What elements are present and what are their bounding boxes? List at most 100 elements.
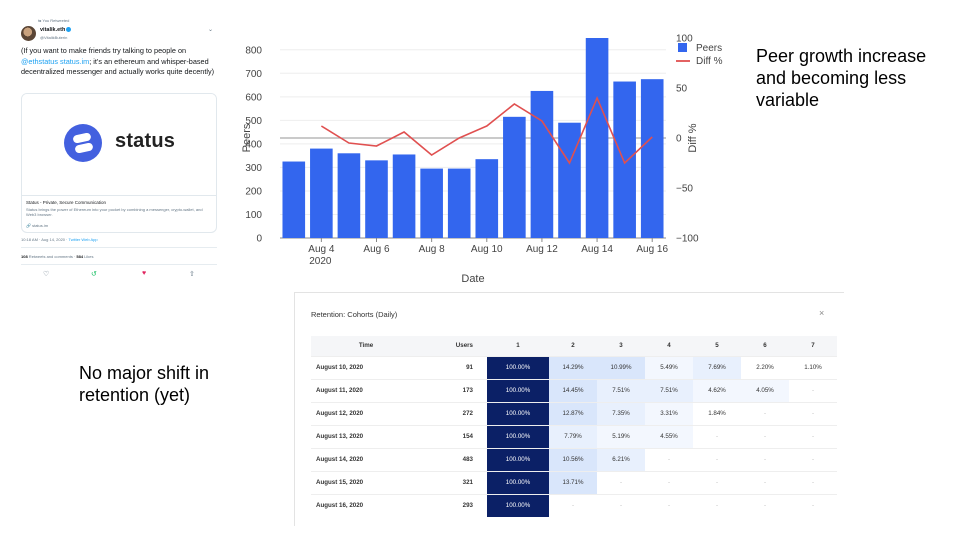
close-icon[interactable]: × bbox=[819, 308, 825, 318]
column-header[interactable]: 2 bbox=[549, 336, 597, 356]
retention-cell: 7.51% bbox=[645, 378, 693, 402]
y-tick-label: 600 bbox=[245, 92, 262, 103]
retention-cell: 4.55% bbox=[645, 424, 693, 448]
annotation-retention: No major shift in retention (yet) bbox=[79, 363, 210, 405]
column-header[interactable]: 6 bbox=[741, 336, 789, 356]
cohort-users: 293 bbox=[421, 493, 487, 517]
table-row: August 11, 2020 173 100.00% 14.45% 7.51% 7.51… bbox=[311, 378, 837, 402]
retention-cell: 100.00% bbox=[487, 401, 549, 425]
like-icon[interactable]: ♥ bbox=[142, 270, 147, 277]
table-header-row: Time Users 1 2 3 4 5 6 7 bbox=[311, 336, 837, 356]
retention-cell: - bbox=[741, 493, 789, 517]
retention-cell: - bbox=[549, 493, 597, 517]
retweet-notice-label: You Retweeted bbox=[42, 18, 70, 23]
display-name[interactable]: vitalik.eth bbox=[40, 27, 72, 33]
y2-tick-label: 50 bbox=[676, 84, 688, 95]
y2-axis-title: Diff % bbox=[687, 123, 699, 152]
column-header[interactable]: Time bbox=[311, 336, 421, 356]
cohort-date: August 16, 2020 bbox=[311, 493, 421, 517]
retention-cell: 3.31% bbox=[645, 401, 693, 425]
retention-cell: - bbox=[645, 447, 693, 471]
display-name-label: vitalik.eth bbox=[40, 27, 66, 33]
retention-cell: 12.87% bbox=[549, 401, 597, 425]
cohort-date: August 10, 2020 bbox=[311, 355, 421, 379]
line-series bbox=[320, 95, 653, 165]
tweet-link[interactable]: @ethstatus status.im bbox=[21, 56, 90, 66]
retention-cell: - bbox=[789, 424, 837, 448]
retention-cell: 6.21% bbox=[597, 447, 645, 471]
legend-label-peers: Peers bbox=[696, 43, 722, 54]
y-tick-label: 500 bbox=[245, 116, 262, 127]
column-header[interactable]: 3 bbox=[597, 336, 645, 356]
tweet-text: (If you want to make friends try talking… bbox=[21, 46, 217, 78]
card-title: Status - Private, Secure Communication bbox=[26, 200, 107, 205]
user-handle[interactable]: @VitalikButerin bbox=[40, 35, 68, 40]
column-header[interactable]: 4 bbox=[645, 336, 693, 356]
retweet-notice: ⇆ You Retweeted bbox=[38, 18, 70, 23]
cohort-date: August 11, 2020 bbox=[311, 378, 421, 402]
x-tick-label: Aug 10 bbox=[471, 244, 503, 255]
retention-cell: - bbox=[741, 470, 789, 494]
y2-tick-label: 100 bbox=[676, 34, 693, 45]
tweet-source-link[interactable]: Twitter Web App bbox=[68, 237, 98, 242]
tweet-actions: ♡ ↺ ♥ ⇧ bbox=[21, 270, 217, 280]
divider bbox=[21, 247, 217, 248]
bar bbox=[392, 154, 416, 238]
y-tick-label: 100 bbox=[245, 210, 262, 221]
y2-tick-label: 0 bbox=[676, 134, 682, 145]
tweet-stats: 108 Retweets and comments · 584 Likes bbox=[21, 254, 94, 259]
retention-cell: 2.20% bbox=[741, 355, 789, 379]
bar bbox=[503, 116, 526, 238]
bar bbox=[447, 168, 471, 238]
y-tick-label: 700 bbox=[245, 69, 262, 80]
tweet-text-part: (If you want to make friends try talking… bbox=[21, 46, 187, 55]
retweets-count[interactable]: 108 bbox=[21, 254, 28, 259]
retweet-icon[interactable]: ↺ bbox=[91, 271, 97, 278]
column-header[interactable]: 7 bbox=[789, 336, 837, 356]
table-row: August 13, 2020 154 100.00% 7.79% 5.19% 4.55%… bbox=[311, 424, 837, 448]
status-logo-icon bbox=[64, 124, 102, 162]
chart-svg: 0 100 200 300 400 500 600 700 800 −100 −50 0 50 100 Au… bbox=[241, 34, 723, 284]
cohort-date: August 13, 2020 bbox=[311, 424, 421, 448]
column-header[interactable]: Users bbox=[421, 336, 487, 356]
column-header[interactable]: 1 bbox=[487, 336, 549, 356]
tweet-card[interactable]: ⇆ You Retweeted vitalik.eth @VitalikBute… bbox=[18, 16, 218, 286]
x-tick-year: 2020 bbox=[309, 256, 332, 267]
retention-cell: - bbox=[693, 447, 741, 471]
tweet-meta: 10:18 AM · Aug 14, 2020 · Twitter Web Ap… bbox=[21, 237, 98, 242]
retention-cell: 10.99% bbox=[597, 355, 645, 379]
table-row: August 12, 2020 272 100.00% 12.87% 7.35% 3.31… bbox=[311, 401, 837, 425]
retention-cell: - bbox=[693, 493, 741, 517]
y-tick-label: 200 bbox=[245, 186, 262, 197]
likes-count[interactable]: 584 bbox=[76, 254, 84, 259]
bar bbox=[475, 159, 499, 238]
retention-cell: 1.84% bbox=[693, 401, 741, 425]
x-tick-label: Aug 4 bbox=[308, 244, 335, 255]
table-row: August 14, 2020 483 100.00% 10.56% 6.21% - - - - bbox=[311, 447, 837, 471]
y-tick-label: 0 bbox=[256, 234, 262, 245]
avatar[interactable] bbox=[21, 26, 36, 41]
share-icon[interactable]: ⇧ bbox=[189, 271, 195, 278]
cohort-date: August 12, 2020 bbox=[311, 401, 421, 425]
retention-cell: 14.29% bbox=[549, 355, 597, 379]
retention-cell: 7.79% bbox=[549, 424, 597, 448]
legend-swatch-peers bbox=[678, 43, 687, 52]
link-preview-card[interactable]: status Status - Private, Secure Communic… bbox=[21, 93, 217, 233]
retention-cell: 1.10% bbox=[789, 355, 837, 379]
retention-cell: 100.00% bbox=[487, 424, 549, 448]
retention-cell: 13.71% bbox=[549, 470, 597, 494]
tweet-timestamp[interactable]: 10:18 AM · Aug 14, 2020 · bbox=[21, 237, 69, 242]
peers-chart: 0 100 200 300 400 500 600 700 800 −100 −50 0 50 100 Au… bbox=[236, 28, 746, 284]
cohort-users: 91 bbox=[421, 355, 487, 379]
retention-cell: 5.49% bbox=[645, 355, 693, 379]
column-header[interactable]: 5 bbox=[693, 336, 741, 356]
retention-cell: - bbox=[693, 470, 741, 494]
chevron-down-icon[interactable]: ⌄ bbox=[208, 27, 214, 33]
retention-cell: 100.00% bbox=[487, 493, 549, 517]
retention-cell: - bbox=[789, 401, 837, 425]
panel-title: Retention: Cohorts (Daily) bbox=[311, 310, 398, 319]
reply-icon[interactable]: ♡ bbox=[43, 271, 50, 278]
cohort-date: August 14, 2020 bbox=[311, 447, 421, 471]
retention-cell: - bbox=[741, 424, 789, 448]
x-tick-label: Aug 14 bbox=[581, 244, 613, 255]
